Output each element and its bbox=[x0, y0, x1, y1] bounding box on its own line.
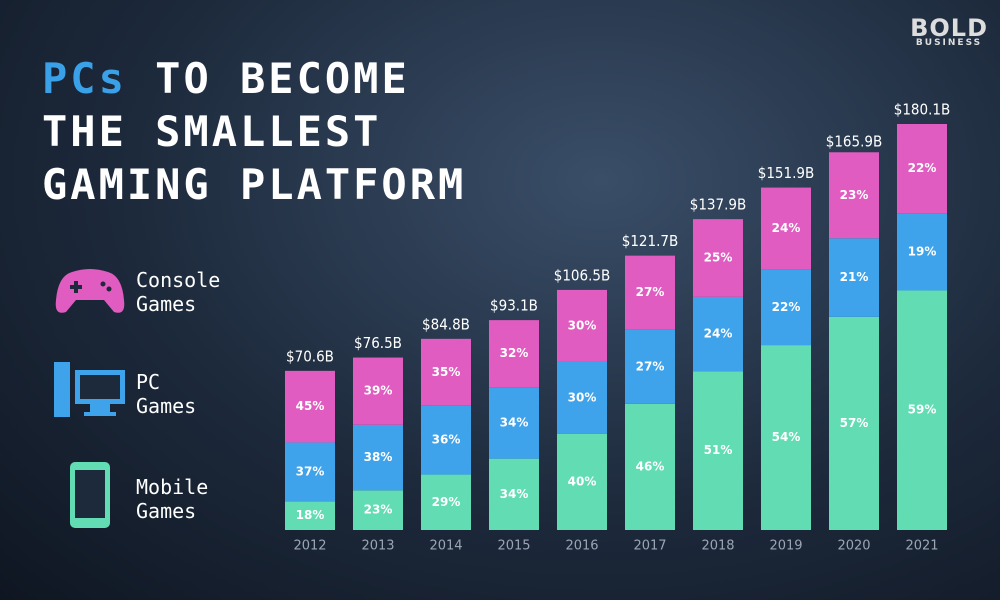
bar-segment bbox=[353, 424, 403, 491]
value-label: 22% bbox=[908, 161, 937, 175]
bar-segment bbox=[693, 296, 743, 372]
total-label: $137.9B bbox=[690, 196, 746, 214]
pc-icon bbox=[54, 362, 125, 417]
total-label: $121.7B bbox=[622, 232, 678, 250]
value-label: 23% bbox=[840, 188, 869, 202]
legend-entry: Mobile Games bbox=[136, 475, 209, 523]
bar-segment bbox=[557, 361, 607, 434]
value-label: 19% bbox=[908, 244, 937, 258]
total-label: $180.1B bbox=[894, 101, 950, 119]
value-label: 27% bbox=[636, 285, 665, 299]
title-highlight: PCs bbox=[42, 54, 127, 103]
bar-segment bbox=[897, 213, 947, 291]
title-line: THE SMALLEST bbox=[42, 107, 382, 156]
value-label: 51% bbox=[704, 443, 733, 457]
total-label: $70.6B bbox=[286, 347, 334, 365]
value-label: 24% bbox=[772, 221, 801, 235]
logo-sub: BUSINESS bbox=[915, 38, 983, 48]
total-label: $76.5B bbox=[354, 334, 402, 352]
bar-segment bbox=[693, 371, 743, 530]
x-tick-label: 2019 bbox=[769, 539, 802, 554]
bar-segment bbox=[557, 433, 607, 530]
value-label: 34% bbox=[500, 487, 529, 501]
bar-segment bbox=[285, 370, 335, 443]
legend-entry: Console Games bbox=[136, 268, 221, 316]
value-label: 25% bbox=[704, 250, 733, 264]
bar-segment bbox=[693, 219, 743, 297]
title-line: GAMING PLATFORM bbox=[42, 160, 467, 209]
value-label: 21% bbox=[840, 270, 869, 284]
bar-segment bbox=[489, 387, 539, 459]
logo-text: BOLD bbox=[910, 14, 988, 42]
bar-segment bbox=[897, 124, 947, 214]
value-label: 38% bbox=[364, 450, 393, 464]
bar-segment bbox=[353, 357, 403, 425]
total-label: $106.5B bbox=[554, 266, 610, 284]
value-label: 34% bbox=[500, 415, 529, 429]
mobile-icon bbox=[70, 462, 110, 528]
bar-segment bbox=[285, 442, 335, 502]
bar-segment bbox=[761, 269, 811, 346]
x-tick-label: 2017 bbox=[633, 539, 666, 554]
bar-segment bbox=[421, 474, 471, 530]
value-label: 39% bbox=[364, 384, 393, 398]
value-label: 29% bbox=[432, 495, 461, 509]
value-label: 24% bbox=[704, 327, 733, 341]
bar-segment bbox=[625, 403, 675, 530]
total-label: $84.8B bbox=[422, 315, 470, 333]
title-line: TO BECOME bbox=[155, 54, 410, 103]
value-label: 57% bbox=[840, 416, 869, 430]
total-label: $151.9B bbox=[758, 164, 814, 182]
bar-segment bbox=[761, 345, 811, 530]
legend-entry: PC Games bbox=[136, 370, 197, 418]
x-tick-label: 2014 bbox=[429, 539, 462, 554]
console-icon bbox=[55, 269, 125, 313]
value-label: 37% bbox=[296, 464, 325, 478]
bar-segment bbox=[353, 490, 403, 530]
x-tick-label: 2012 bbox=[293, 539, 326, 554]
value-label: 27% bbox=[636, 359, 665, 373]
bar-segment bbox=[761, 187, 811, 270]
x-tick-label: 2021 bbox=[905, 539, 938, 554]
bar-segment bbox=[285, 501, 335, 530]
bar-segment bbox=[625, 329, 675, 404]
value-label: 36% bbox=[432, 433, 461, 447]
x-tick-label: 2018 bbox=[701, 539, 734, 554]
value-label: 23% bbox=[364, 503, 393, 517]
logo: BOLD BUSINESS bbox=[910, 14, 988, 48]
x-tick-label: 2015 bbox=[497, 539, 530, 554]
x-tick-label: 2020 bbox=[837, 539, 870, 554]
bar-segment bbox=[829, 152, 879, 239]
bar-segment bbox=[489, 320, 539, 388]
value-label: 30% bbox=[568, 390, 597, 404]
x-tick-label: 2016 bbox=[565, 539, 598, 554]
total-label: $93.1B bbox=[490, 297, 538, 315]
value-label: 35% bbox=[432, 365, 461, 379]
bar-segment bbox=[557, 289, 607, 362]
bar-segment bbox=[829, 238, 879, 317]
value-label: 30% bbox=[568, 318, 597, 332]
bar-segment bbox=[421, 338, 471, 406]
value-label: 54% bbox=[772, 430, 801, 444]
x-tick-label: 2013 bbox=[361, 539, 394, 554]
total-label: $165.9B bbox=[826, 133, 882, 151]
bar-segment bbox=[421, 405, 471, 475]
bar-segment bbox=[829, 316, 879, 530]
value-label: 59% bbox=[908, 403, 937, 417]
value-label: 40% bbox=[568, 474, 597, 488]
value-label: 45% bbox=[296, 399, 325, 413]
bar-segment bbox=[897, 290, 947, 530]
bar-segment bbox=[625, 255, 675, 330]
value-label: 46% bbox=[636, 459, 665, 473]
value-label: 18% bbox=[296, 508, 325, 522]
title: PCs TO BECOME THE SMALLEST GAMING PLATFO… bbox=[42, 52, 466, 211]
bar-segment bbox=[489, 458, 539, 530]
value-label: 32% bbox=[500, 346, 529, 360]
value-label: 22% bbox=[772, 300, 801, 314]
